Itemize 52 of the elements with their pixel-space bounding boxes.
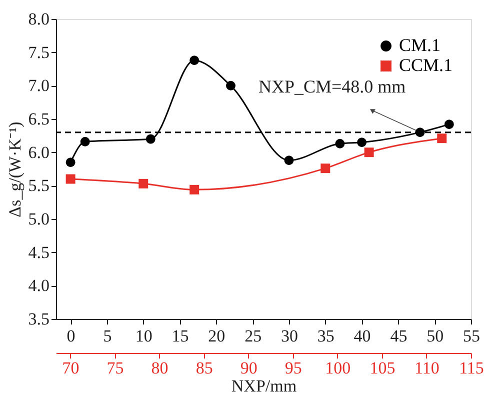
point	[190, 184, 200, 194]
point	[335, 138, 345, 148]
annotation: NXP_CM=48.0 mm	[258, 76, 406, 96]
x-tick-label: 45	[390, 326, 408, 346]
x2-tick-label: 115	[459, 358, 484, 378]
point	[320, 164, 330, 174]
point	[444, 120, 454, 130]
x-tick-label: 25	[244, 326, 262, 346]
point	[357, 138, 367, 148]
x2-tick-label: 100	[325, 358, 351, 378]
y-tick-label: 7.5	[28, 42, 50, 62]
y-tick-label: 7.0	[28, 76, 50, 96]
legend-label: CM.1	[399, 35, 441, 55]
x2-tick-label: 85	[196, 358, 213, 378]
y-tick-label: 8.0	[28, 10, 50, 28]
point	[66, 158, 76, 168]
point	[190, 56, 200, 66]
y-tick-label: 4.0	[28, 276, 50, 296]
x2-tick-label: 110	[414, 358, 440, 378]
y-axis-title: Δs_g/(W·K⁻¹)	[5, 122, 24, 218]
x-tick-label: 10	[135, 326, 152, 346]
point	[284, 156, 294, 166]
x2-tick-label: 75	[106, 358, 124, 378]
x2-tick-label: 90	[240, 358, 258, 378]
x-tick-label: 0	[66, 326, 76, 346]
y-tick-label: 4.5	[28, 242, 50, 262]
point	[437, 134, 447, 144]
point	[364, 148, 374, 158]
x-tick-label: 40	[354, 326, 371, 346]
point	[138, 178, 148, 188]
x2-tick-label: 95	[284, 358, 302, 378]
x-tick-label: 50	[426, 326, 444, 346]
x-tick-label: 35	[317, 326, 334, 346]
x-tick-label: 55	[463, 326, 480, 346]
x-axis-title: NXP/mm	[231, 376, 297, 396]
x-tick-label: 30	[280, 326, 298, 346]
x2-tick-label: 105	[370, 358, 396, 378]
x2-tick-label: 80	[151, 358, 168, 378]
point	[80, 136, 90, 146]
y-tick-label: 3.5	[28, 310, 50, 328]
point	[226, 80, 236, 90]
point	[66, 174, 76, 184]
y-tick-label: 5.5	[28, 176, 50, 196]
x2-tick-label: 70	[62, 358, 80, 378]
x-tick-label: 20	[208, 326, 226, 346]
y-tick-label: 6.5	[28, 110, 50, 128]
y-tick-label: 5.0	[28, 210, 50, 228]
x-tick-label: 15	[172, 326, 189, 346]
y-tick-label: 6.0	[28, 142, 50, 162]
point	[146, 134, 156, 144]
x-tick-label: 5	[103, 326, 112, 346]
legend-label: CCM.1	[399, 55, 453, 75]
